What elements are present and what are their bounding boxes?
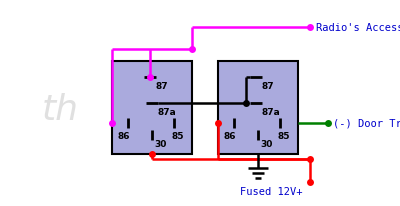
Bar [218,62,298,154]
Text: 85: 85 [172,131,184,140]
Text: th: th [42,92,78,126]
Text: 86: 86 [118,131,130,140]
Text: 86: 86 [224,131,236,140]
Text: 87a: 87a [158,108,177,116]
Text: 30: 30 [260,139,272,148]
Text: 85: 85 [278,131,290,140]
Text: (-) Door Trigger: (-) Door Trigger [333,118,400,128]
Text: 87: 87 [262,82,275,91]
Text: 30: 30 [154,139,166,148]
Text: Fused 12V+: Fused 12V+ [240,186,302,196]
Bar [112,62,192,154]
Text: Radio's Accessory Wire: Radio's Accessory Wire [316,23,400,33]
Text: 87: 87 [156,82,169,91]
Text: 87a: 87a [262,108,281,116]
